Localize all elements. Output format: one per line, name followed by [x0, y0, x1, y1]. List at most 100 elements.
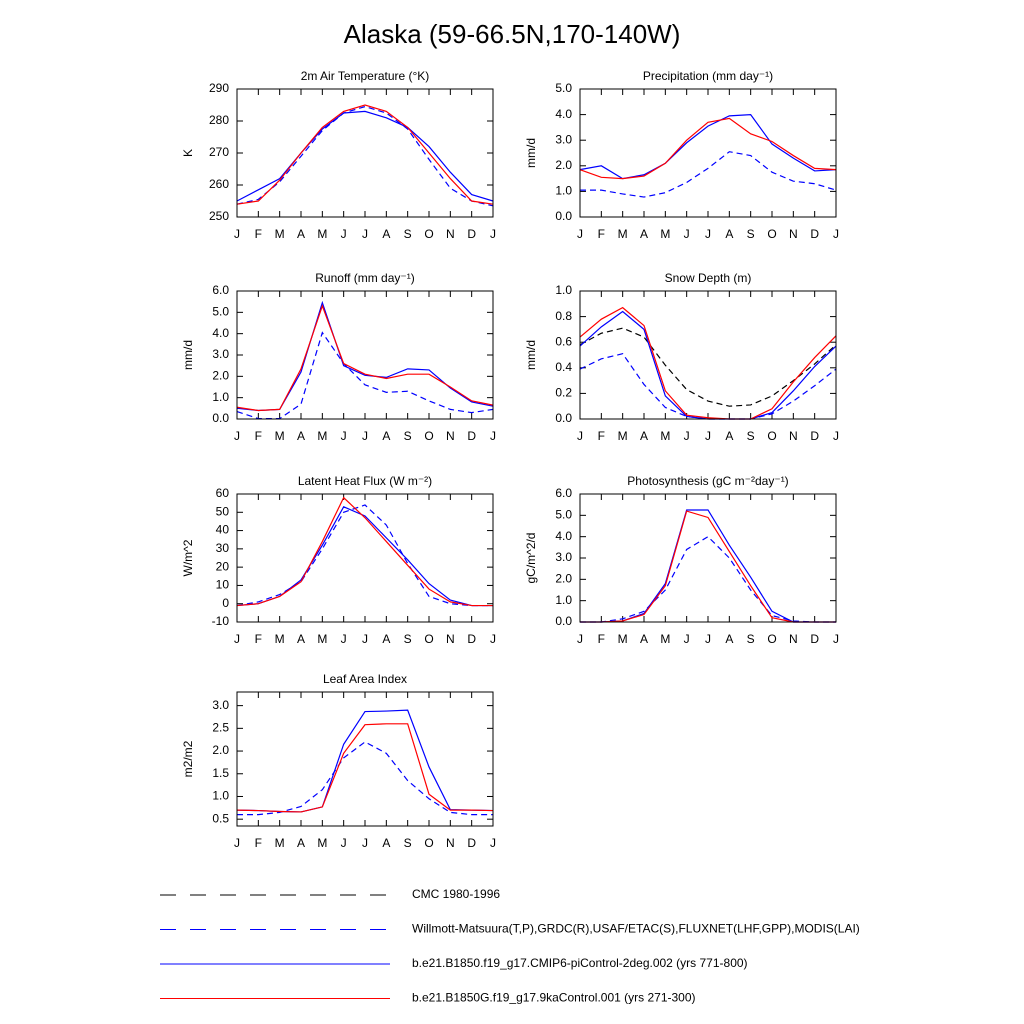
panel-title: Leaf Area Index: [323, 672, 407, 686]
legend-label: b.e21.B1850G.f19_g17.9kaControl.001 (yrs…: [412, 991, 696, 1005]
x-tick-label: J: [341, 836, 347, 850]
x-tick-label: F: [255, 227, 262, 241]
y-tick-label: 3.0: [555, 550, 572, 564]
y-tick-label: 50: [216, 504, 230, 518]
y-tick-label: 0.0: [555, 614, 572, 628]
x-tick-label: M: [275, 227, 285, 241]
x-tick-label: J: [341, 429, 347, 443]
x-tick-label: A: [725, 632, 733, 646]
y-tick-label: 0.8: [555, 309, 572, 323]
x-tick-label: M: [317, 227, 327, 241]
y-tick-label: 4.0: [555, 107, 572, 121]
series-line: [236, 504, 493, 607]
series-line: [236, 304, 494, 412]
series-line: [580, 509, 836, 623]
series-line: [236, 300, 494, 412]
y-tick-label: 2.0: [555, 158, 572, 172]
x-tick-label: J: [705, 429, 711, 443]
y-axis-label: W/m^2: [181, 539, 195, 576]
x-tick-label: F: [255, 632, 262, 646]
x-tick-label: J: [684, 429, 690, 443]
x-tick-label: O: [767, 429, 776, 443]
x-tick-label: J: [362, 227, 368, 241]
x-tick-label: D: [810, 429, 819, 443]
y-tick-label: 0.0: [212, 411, 229, 425]
y-tick-label: 5.0: [555, 81, 572, 95]
x-tick-label: J: [490, 632, 496, 646]
x-tick-label: J: [833, 632, 839, 646]
x-tick-label: J: [684, 227, 690, 241]
y-axis-label: gC/m^2/d: [524, 533, 538, 584]
x-tick-label: A: [297, 632, 305, 646]
x-tick-label: J: [577, 632, 583, 646]
x-tick-label: J: [234, 836, 240, 850]
y-tick-label: 2.0: [212, 369, 229, 383]
y-tick-label: 10: [216, 578, 230, 592]
x-tick-label: A: [725, 227, 733, 241]
x-tick-label: J: [341, 632, 347, 646]
x-tick-label: J: [705, 632, 711, 646]
x-tick-label: A: [640, 429, 648, 443]
plot-frame: [579, 88, 837, 218]
y-tick-label: 1.0: [555, 184, 572, 198]
series-line: [236, 506, 493, 607]
x-tick-label: S: [404, 429, 412, 443]
x-tick-label: O: [767, 227, 776, 241]
x-tick-label: O: [767, 632, 776, 646]
x-tick-label: J: [362, 632, 368, 646]
y-tick-label: 2.5: [212, 721, 229, 735]
plot-frame: [236, 691, 494, 827]
plot-frame: [579, 290, 837, 420]
x-tick-label: N: [789, 429, 798, 443]
y-tick-label: 1.0: [212, 789, 229, 803]
y-tick-label: 5.0: [212, 305, 229, 319]
x-tick-label: J: [490, 429, 496, 443]
x-tick-label: A: [640, 227, 648, 241]
plot-frame: [236, 493, 494, 623]
x-tick-label: A: [725, 429, 733, 443]
figure-title: Alaska (59-66.5N,170-140W): [344, 19, 681, 49]
x-tick-label: M: [618, 429, 628, 443]
x-tick-label: D: [810, 227, 819, 241]
y-tick-label: 6.0: [555, 486, 572, 500]
x-tick-label: D: [467, 429, 476, 443]
x-tick-label: A: [382, 429, 390, 443]
panel-title: Latent Heat Flux (W m⁻²): [298, 474, 432, 488]
x-tick-label: M: [317, 632, 327, 646]
x-tick-label: A: [640, 632, 648, 646]
x-tick-label: D: [467, 836, 476, 850]
x-tick-label: J: [234, 227, 240, 241]
x-tick-label: S: [404, 836, 412, 850]
y-tick-label: 1.0: [555, 593, 572, 607]
legend-label: b.e21.B1850.f19_g17.CMIP6-piControl-2deg…: [412, 956, 748, 970]
x-tick-label: A: [382, 836, 390, 850]
y-axis-label: mm/d: [181, 340, 195, 370]
x-tick-label: M: [660, 429, 670, 443]
plot-frame: [236, 88, 494, 218]
y-tick-label: 40: [216, 523, 230, 537]
y-tick-label: 20: [216, 559, 230, 573]
y-tick-label: 4.0: [212, 326, 229, 340]
plot-frame: [236, 290, 494, 420]
series-line: [236, 104, 494, 205]
y-tick-label: 0.4: [555, 360, 572, 374]
x-tick-label: J: [833, 227, 839, 241]
y-tick-label: 0.2: [555, 386, 572, 400]
x-tick-label: N: [446, 429, 455, 443]
series-line: [237, 741, 493, 816]
x-tick-label: D: [467, 632, 476, 646]
panel-title: Precipitation (mm day⁻¹): [643, 69, 773, 83]
x-tick-label: M: [618, 227, 628, 241]
x-tick-label: D: [810, 632, 819, 646]
y-tick-label: 6.0: [212, 283, 229, 297]
y-tick-label: 260: [209, 177, 229, 191]
x-tick-label: J: [577, 227, 583, 241]
y-axis-label: m2/m2: [181, 740, 195, 777]
x-tick-label: J: [684, 632, 690, 646]
series-line: [580, 151, 837, 198]
x-tick-label: A: [297, 836, 305, 850]
y-tick-label: -10: [212, 614, 230, 628]
y-tick-label: 2.0: [212, 743, 229, 757]
x-tick-label: J: [362, 836, 368, 850]
x-tick-label: J: [577, 429, 583, 443]
